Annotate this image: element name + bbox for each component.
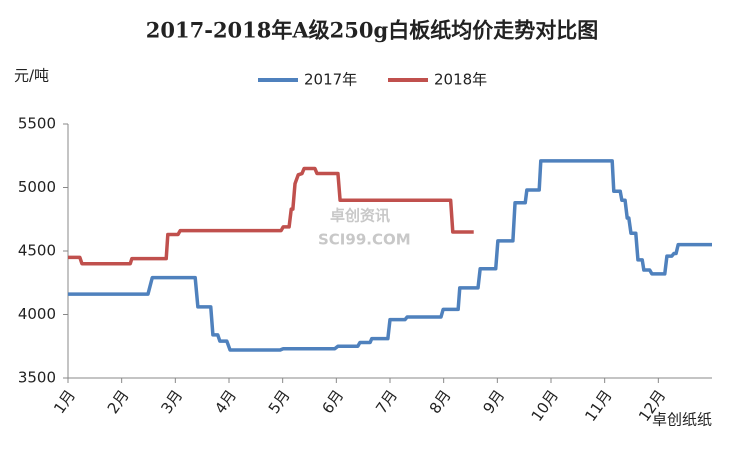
line [68, 166, 474, 266]
x-tick-label: 9月 [479, 387, 508, 417]
y-axis-label: 元/吨 [14, 67, 49, 85]
x-tick-label: 6月 [318, 387, 347, 417]
line [68, 159, 712, 352]
x-tick-label: 10月 [528, 387, 562, 425]
x-tick-label: 7月 [372, 387, 401, 417]
x-tick-label: 2月 [104, 387, 133, 417]
x-tick-label: 5月 [265, 387, 294, 417]
chart-title: 2017-2018年A级250g白板纸均价走势对比图 [146, 18, 598, 43]
y-tick-label: 4000 [18, 305, 56, 323]
legend-label: 2018年 [434, 71, 487, 89]
y-tick-label: 5000 [18, 178, 56, 196]
y-tick-label: 4500 [18, 242, 56, 260]
y-tick-label: 3500 [18, 369, 56, 387]
watermark: SCI99.COM [318, 231, 411, 249]
x-tick-label: 11月 [581, 387, 615, 425]
x-tick-label: 3月 [157, 387, 186, 417]
y-tick-label: 5500 [18, 115, 56, 133]
corner-mark: 卓创纸纸 [652, 411, 712, 429]
watermark: 卓创资讯 [330, 207, 390, 225]
x-tick-label: 1月 [50, 387, 79, 417]
x-tick-label: 8月 [426, 387, 455, 417]
legend-label: 2017年 [304, 71, 357, 89]
x-tick-label: 4月 [211, 387, 240, 417]
